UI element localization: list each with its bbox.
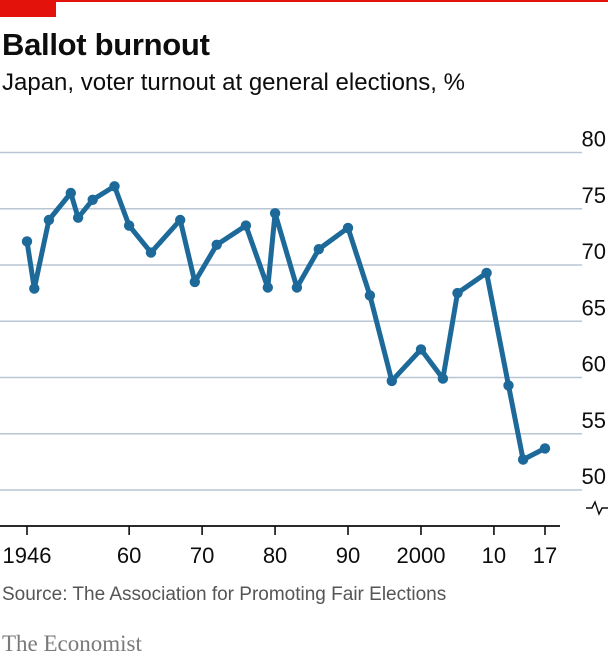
source-note: Source: The Association for Promoting Fa… [2, 584, 447, 605]
x-tick-label-2000: 2000 [396, 543, 445, 568]
y-tick-label-75: 75 [582, 183, 606, 208]
data-point-1946 [21, 236, 33, 247]
data-point-2012 [503, 380, 514, 391]
turnout-line-chart: 50 55 60 65 70 75 80 1946 60 70 80 90 2000 10 17 [0, 127, 608, 568]
data-point-2017 [539, 443, 551, 454]
data-point-1993 [364, 290, 376, 301]
gridlines [0, 151, 608, 516]
x-tick-label-70: 70 [190, 543, 214, 568]
data-point-1947 [29, 283, 40, 294]
data-point-2005 [452, 287, 463, 299]
data-point-1967 [175, 214, 186, 226]
x-axis-labels: 1946 60 70 80 90 2000 10 17 [3, 543, 558, 568]
y-tick-label-80: 80 [582, 127, 606, 152]
data-point-2014 [517, 454, 529, 465]
data-point-1952 [65, 187, 77, 199]
x-tick-label-80: 80 [263, 543, 287, 568]
chart-subtitle: Japan, voter turnout at general election… [2, 69, 465, 96]
chart-title: Ballot burnout [2, 27, 210, 62]
top-accent-rule [0, 0, 608, 2]
x-tick-label-60: 60 [117, 543, 141, 568]
turnout-series [21, 181, 551, 465]
y-tick-label-70: 70 [582, 239, 606, 264]
x-axis [0, 525, 560, 535]
data-point-1953 [72, 212, 84, 223]
data-point-1976 [240, 220, 252, 231]
data-point-2003 [437, 373, 449, 384]
data-point-1979 [262, 282, 273, 293]
data-point-1960 [123, 220, 135, 231]
data-point-1949 [43, 214, 55, 226]
data-point-1969 [189, 276, 200, 288]
axis-break-icon [586, 500, 608, 516]
turnout-line [24, 183, 548, 463]
data-point-1958 [109, 181, 120, 192]
data-point-1990 [342, 222, 354, 234]
data-point-1983 [291, 282, 303, 293]
y-tick-label-65: 65 [582, 295, 606, 320]
y-tick-label-60: 60 [582, 352, 606, 377]
data-point-1986 [313, 244, 324, 255]
x-tick-label-17: 17 [533, 543, 557, 568]
data-point-1972 [211, 239, 222, 250]
data-point-1980 [269, 208, 281, 219]
x-tick-label-1946: 1946 [3, 543, 52, 568]
data-point-1996 [386, 375, 397, 387]
data-point-1963 [145, 247, 157, 258]
data-point-2009 [481, 267, 492, 279]
y-tick-label-55: 55 [582, 408, 606, 433]
red-corner-tag [0, 0, 56, 17]
x-tick-label-90: 90 [336, 543, 360, 568]
data-point-1955 [87, 194, 98, 205]
data-point-2000 [415, 344, 427, 355]
publisher-logo: The Economist [2, 631, 142, 656]
x-tick-label-10: 10 [482, 543, 506, 568]
y-tick-label-50: 50 [582, 464, 606, 489]
y-axis-labels: 50 55 60 65 70 75 80 [582, 127, 606, 490]
